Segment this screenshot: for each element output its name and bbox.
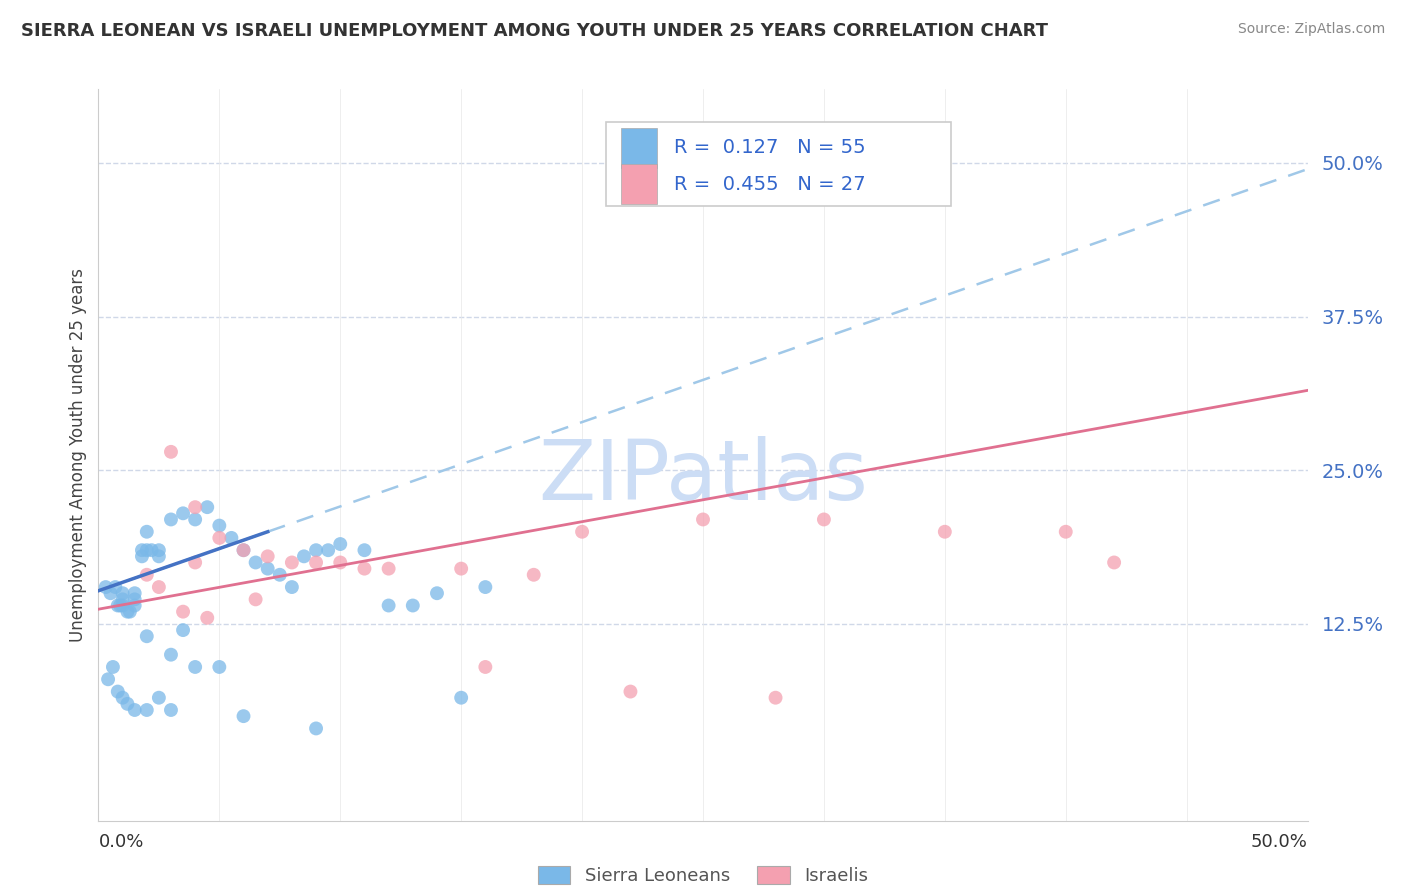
FancyBboxPatch shape <box>606 122 950 206</box>
Text: 50.0%: 50.0% <box>1251 833 1308 851</box>
Point <box>141 543 163 558</box>
Point <box>135 703 157 717</box>
Point <box>765 690 787 705</box>
Point <box>117 605 139 619</box>
Point <box>184 556 207 570</box>
Point <box>100 586 122 600</box>
Point <box>523 567 546 582</box>
Point <box>377 561 399 575</box>
Point <box>474 660 496 674</box>
Point <box>148 549 170 564</box>
Point <box>813 512 835 526</box>
Text: 0.0%: 0.0% <box>98 833 143 851</box>
Point <box>148 580 170 594</box>
Text: SIERRA LEONEAN VS ISRAELI UNEMPLOYMENT AMONG YOUTH UNDER 25 YEARS CORRELATION CH: SIERRA LEONEAN VS ISRAELI UNEMPLOYMENT A… <box>21 22 1047 40</box>
Point <box>148 543 170 558</box>
Point <box>124 586 146 600</box>
Point <box>281 556 304 570</box>
Point <box>232 543 254 558</box>
Point <box>160 648 183 662</box>
Point <box>305 722 328 736</box>
Point <box>111 599 134 613</box>
Point <box>160 445 183 459</box>
Point <box>1102 556 1125 570</box>
Point <box>172 605 194 619</box>
Point <box>135 567 157 582</box>
Point <box>118 605 141 619</box>
Point <box>97 673 120 687</box>
Point <box>934 524 956 539</box>
Point <box>117 697 139 711</box>
Point <box>172 623 194 637</box>
Point <box>245 556 267 570</box>
Point <box>101 660 124 674</box>
Point <box>269 567 291 582</box>
Point <box>107 684 129 698</box>
Legend: Sierra Leoneans, Israelis: Sierra Leoneans, Israelis <box>530 858 876 892</box>
Text: Source: ZipAtlas.com: Source: ZipAtlas.com <box>1237 22 1385 37</box>
Point <box>195 500 218 515</box>
Point <box>256 561 278 575</box>
Point <box>245 592 267 607</box>
Point <box>184 512 207 526</box>
Point <box>377 599 399 613</box>
Point <box>135 543 157 558</box>
Point <box>184 500 207 515</box>
Point <box>329 556 352 570</box>
Text: R =  0.455   N = 27: R = 0.455 N = 27 <box>673 175 866 194</box>
Point <box>108 599 131 613</box>
Point <box>474 580 496 594</box>
Point <box>94 580 117 594</box>
Point <box>353 543 375 558</box>
Point <box>619 684 641 698</box>
Point <box>232 543 254 558</box>
Point <box>111 690 134 705</box>
Point <box>292 549 315 564</box>
Point <box>124 592 146 607</box>
Point <box>104 580 127 594</box>
Point <box>256 549 278 564</box>
Point <box>353 561 375 575</box>
Point <box>305 556 328 570</box>
Point <box>160 512 183 526</box>
Point <box>148 690 170 705</box>
Text: ZIPatlas: ZIPatlas <box>538 436 868 517</box>
Point <box>184 660 207 674</box>
Point <box>124 599 146 613</box>
Point <box>221 531 243 545</box>
Point <box>305 543 328 558</box>
Point <box>131 549 153 564</box>
Y-axis label: Unemployment Among Youth under 25 years: Unemployment Among Youth under 25 years <box>69 268 87 642</box>
Point <box>426 586 449 600</box>
Point <box>135 629 157 643</box>
Text: R =  0.127   N = 55: R = 0.127 N = 55 <box>673 138 866 157</box>
Point <box>135 524 157 539</box>
Point <box>208 531 231 545</box>
Point <box>107 599 129 613</box>
Point <box>195 611 218 625</box>
Point <box>111 592 134 607</box>
Point <box>124 703 146 717</box>
Point <box>232 709 254 723</box>
Point <box>160 703 183 717</box>
FancyBboxPatch shape <box>621 164 657 204</box>
Point <box>172 506 194 520</box>
Point <box>329 537 352 551</box>
Point <box>208 660 231 674</box>
Point <box>131 543 153 558</box>
Point <box>1054 524 1077 539</box>
Point <box>450 690 472 705</box>
FancyBboxPatch shape <box>621 128 657 168</box>
Point <box>208 518 231 533</box>
Point <box>450 561 472 575</box>
Point <box>111 586 134 600</box>
Point <box>316 543 339 558</box>
Point <box>281 580 304 594</box>
Point <box>692 512 714 526</box>
Point <box>402 599 425 613</box>
Point <box>571 524 593 539</box>
